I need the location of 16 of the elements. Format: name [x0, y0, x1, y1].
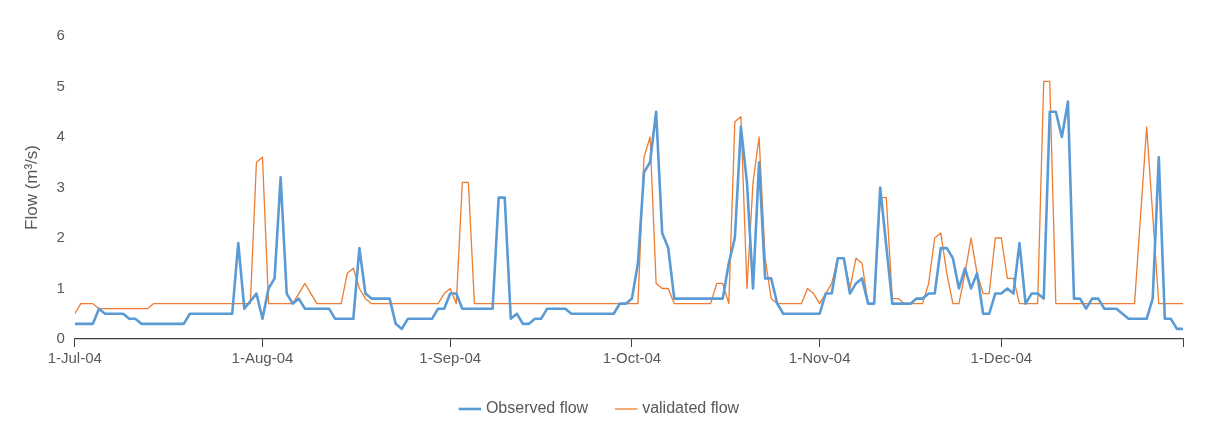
y-tick-label: 5 [56, 76, 65, 94]
x-tick-label: 1-Sep-04 [419, 349, 482, 367]
y-tick-label: 6 [56, 26, 65, 44]
x-tick-label: 1-Jul-04 [47, 349, 102, 367]
x-tick-label: 1-Dec-04 [970, 349, 1033, 367]
y-tick-label: 3 [56, 177, 65, 195]
y-axis-title: Flow (m³/s) [21, 145, 41, 230]
x-tick-label: 1-Oct-04 [602, 349, 662, 367]
y-tick-label: 1 [56, 278, 65, 296]
y-tick-label: 2 [56, 228, 65, 246]
x-tick-label: 1-Aug-04 [231, 349, 294, 367]
legend-label: validated flow [642, 399, 740, 417]
y-tick-label: 4 [56, 127, 65, 145]
x-tick-label: 1-Nov-04 [788, 349, 851, 367]
y-tick-label: 0 [56, 329, 65, 347]
legend-label: Observed flow [485, 399, 589, 417]
